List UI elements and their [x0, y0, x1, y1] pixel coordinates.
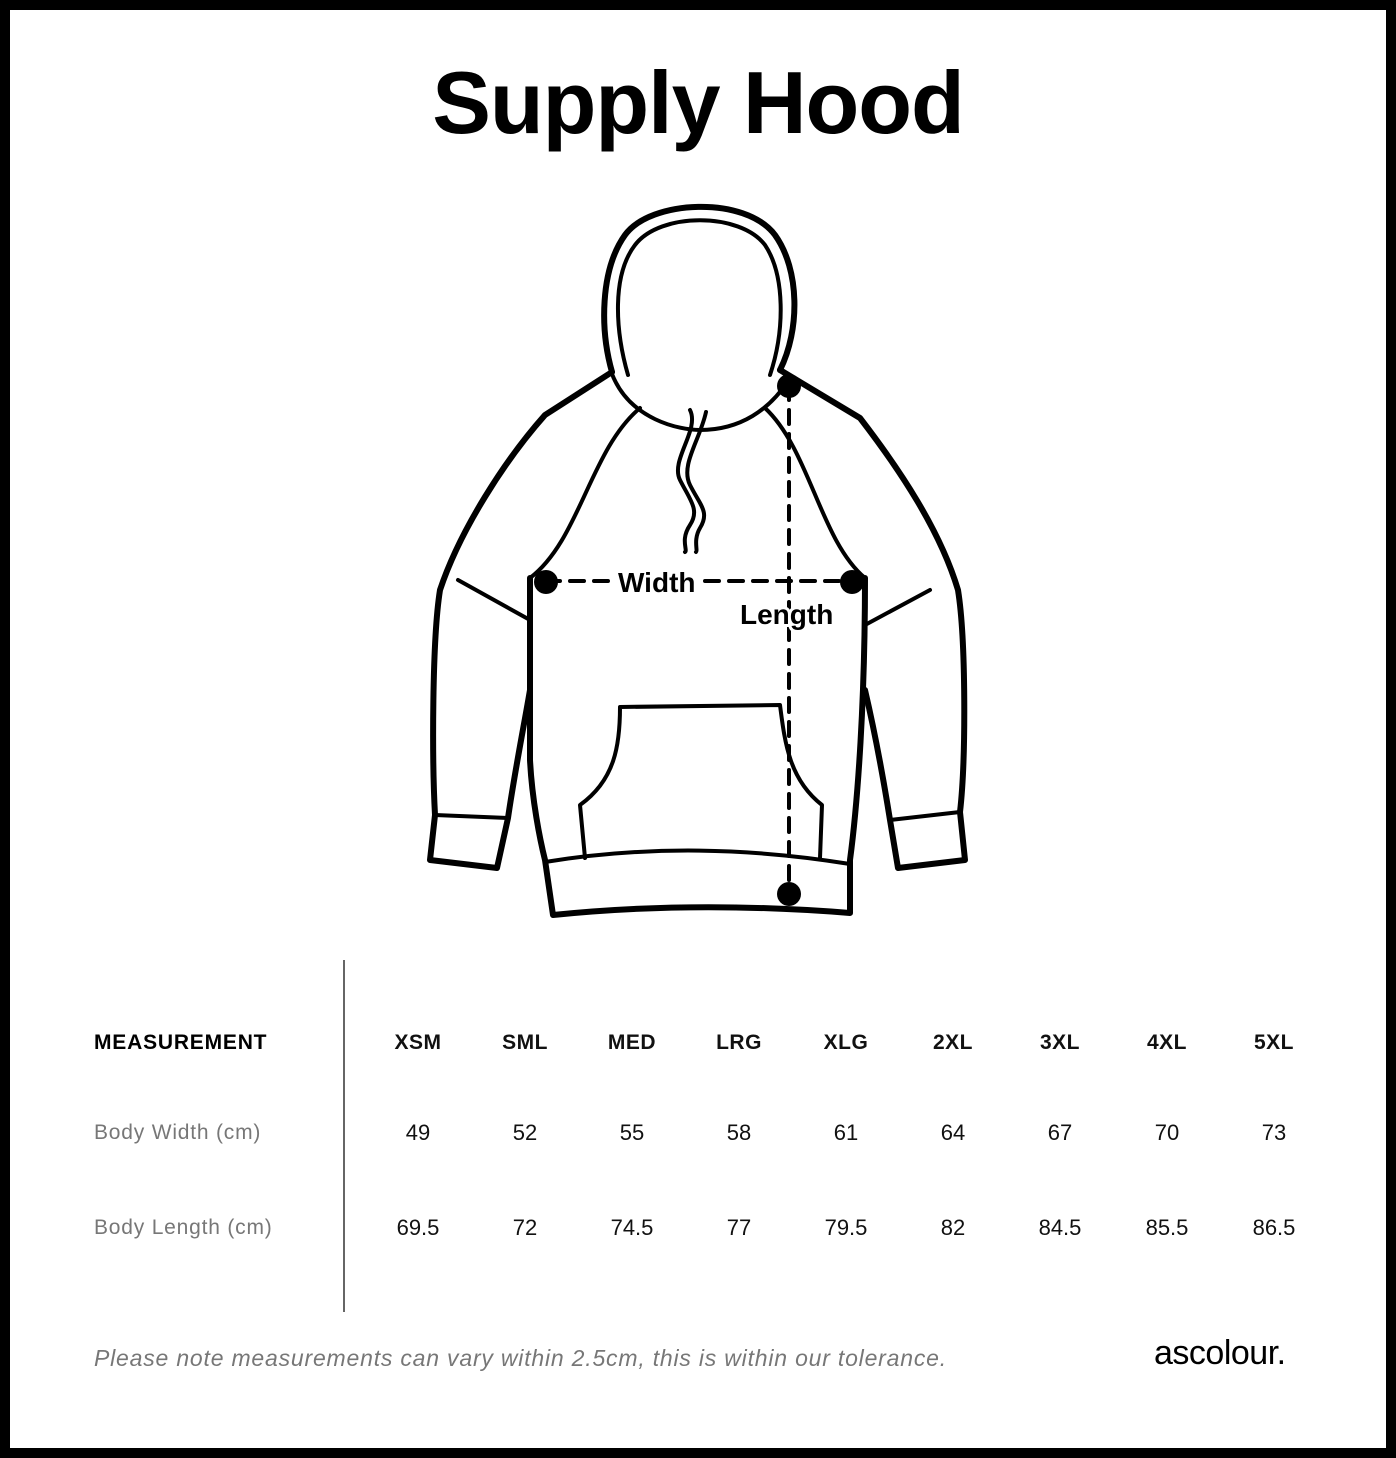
size-header: LRG: [716, 1031, 762, 1054]
table-cell: 84.5: [1038, 1215, 1082, 1240]
size-header: SML: [502, 1031, 548, 1054]
table-cell: 82: [940, 1215, 966, 1240]
brand-logo: ascolour.: [1154, 1334, 1286, 1372]
size-header: 5XL: [1253, 1031, 1295, 1054]
width-label: Width: [618, 567, 696, 598]
size-header: MED: [607, 1031, 657, 1054]
table-cell: 77: [726, 1215, 752, 1240]
width-point-right: [840, 570, 864, 594]
row-label-body-width: Body Width (cm): [94, 1121, 262, 1144]
length-point-top: [777, 374, 801, 398]
table-cell: 49: [405, 1120, 431, 1145]
table-cell: 86.5: [1252, 1215, 1296, 1240]
length-label: Length: [740, 599, 833, 630]
table-cell: 58: [726, 1120, 752, 1145]
table-cell: 70: [1154, 1120, 1180, 1145]
measurement-header: MEASUREMENT: [94, 1031, 268, 1054]
table-cell: 67: [1047, 1120, 1073, 1145]
table-cell: 73: [1261, 1120, 1287, 1145]
table-divider: [343, 960, 345, 1312]
table-cell: 64: [940, 1120, 966, 1145]
tolerance-note: Please note measurements can vary within…: [94, 1345, 947, 1371]
table-cell: 79.5: [824, 1215, 868, 1240]
size-header: 4XL: [1146, 1031, 1188, 1054]
neckline: [610, 372, 792, 432]
table-cell: 74.5: [610, 1215, 654, 1240]
right-sleeve: [777, 367, 968, 871]
table-cell: 55: [619, 1120, 645, 1145]
body: [527, 575, 868, 918]
size-header: XSM: [394, 1031, 442, 1054]
table-cell: 85.5: [1145, 1215, 1189, 1240]
table-cell: 52: [512, 1120, 538, 1145]
row-label-body-length: Body Length (cm): [94, 1216, 273, 1239]
page-title: Supply Hood: [432, 53, 965, 152]
table-cell: 61: [833, 1120, 859, 1145]
size-header: XLG: [823, 1031, 869, 1054]
hood-inner: [616, 218, 783, 377]
pocket: [578, 703, 824, 860]
table-cell: 69.5: [396, 1215, 440, 1240]
width-point-left: [534, 570, 558, 594]
size-header: 3XL: [1039, 1031, 1081, 1054]
size-header: 2XL: [932, 1031, 974, 1054]
left-sleeve: [427, 369, 615, 871]
length-point-bottom: [777, 882, 801, 906]
table-cell: 72: [512, 1215, 538, 1240]
hood-outer: [601, 203, 798, 375]
